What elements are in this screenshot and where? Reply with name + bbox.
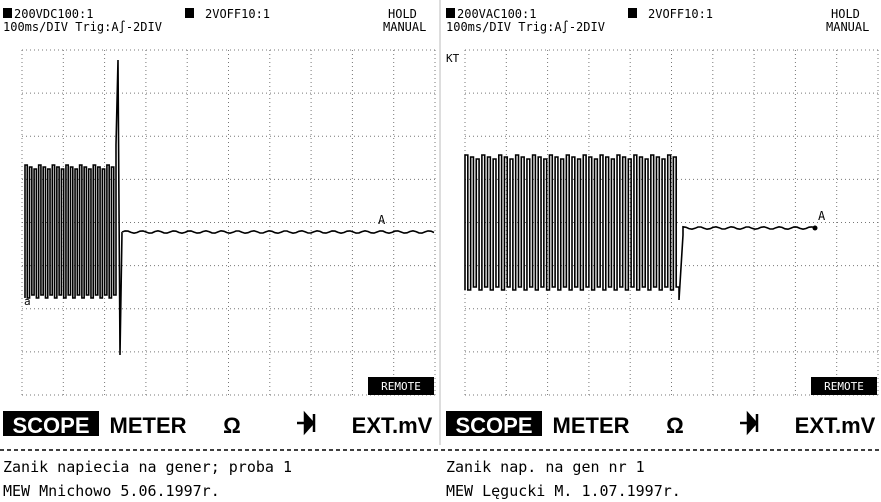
menu-item: SCOPE xyxy=(12,413,89,438)
trigger-mode: MANUAL xyxy=(826,20,869,34)
diode-icon xyxy=(297,414,315,432)
channel-a-icon xyxy=(446,8,455,18)
menu-item: METER xyxy=(553,413,630,438)
remote-label: REMOTE xyxy=(824,380,864,393)
hold-mode: HOLD xyxy=(388,7,417,21)
trigger-mode: MANUAL xyxy=(383,20,426,34)
channel-a-icon xyxy=(3,8,12,18)
channel-b-icon xyxy=(185,8,194,18)
waveform xyxy=(25,60,434,355)
caption-line: MEW Lęgucki M. 1.07.1997r. xyxy=(446,482,681,500)
page: {"panels": [ {"header": {"channel_a": "2… xyxy=(0,0,881,502)
menu-item: METER xyxy=(110,413,187,438)
channel-a-setting: 200VDC100:1 xyxy=(14,7,93,21)
menu-item: EXT.mV xyxy=(795,413,876,438)
diode-icon xyxy=(740,414,758,432)
waveform xyxy=(465,155,815,300)
channel-b-setting: 2VOFF10:1 xyxy=(205,7,270,21)
screenshot: 200VDC100:1 2VOFF10:1 HOLD 100ms/DIV Trig:A… xyxy=(0,0,881,502)
timebase: 100ms/DIV Trig:A∫-2DIV xyxy=(446,20,605,34)
menu-item: Ω xyxy=(223,413,241,438)
caption-line: Zanik napiecia na gener; proba 1 xyxy=(3,458,292,476)
channel-b-icon xyxy=(628,8,637,18)
timebase: 100ms/DIV Trig:A∫-2DIV xyxy=(3,20,162,34)
scope-panel: 200VDC100:1 2VOFF10:1 HOLD 100ms/DIV Trig:A… xyxy=(3,7,435,500)
trace-label: A xyxy=(378,213,386,227)
channel-a-setting: 200VAC100:1 xyxy=(457,7,536,21)
hold-mode: HOLD xyxy=(831,7,860,21)
marker-label: a xyxy=(24,295,31,308)
marker-label: KT xyxy=(446,52,460,65)
menu-item: Ω xyxy=(666,413,684,438)
menu-item: EXT.mV xyxy=(352,413,433,438)
trace-label: A xyxy=(818,209,826,223)
caption-line: MEW Mnichowo 5.06.1997r. xyxy=(3,482,220,500)
trace-end xyxy=(813,226,818,231)
remote-label: REMOTE xyxy=(381,380,421,393)
menu-item: SCOPE xyxy=(455,413,532,438)
caption-line: Zanik nap. na gen nr 1 xyxy=(446,458,645,476)
scope-panel: 200VAC100:1 2VOFF10:1 HOLD 100ms/DIV Trig:A… xyxy=(446,7,878,500)
channel-b-setting: 2VOFF10:1 xyxy=(648,7,713,21)
